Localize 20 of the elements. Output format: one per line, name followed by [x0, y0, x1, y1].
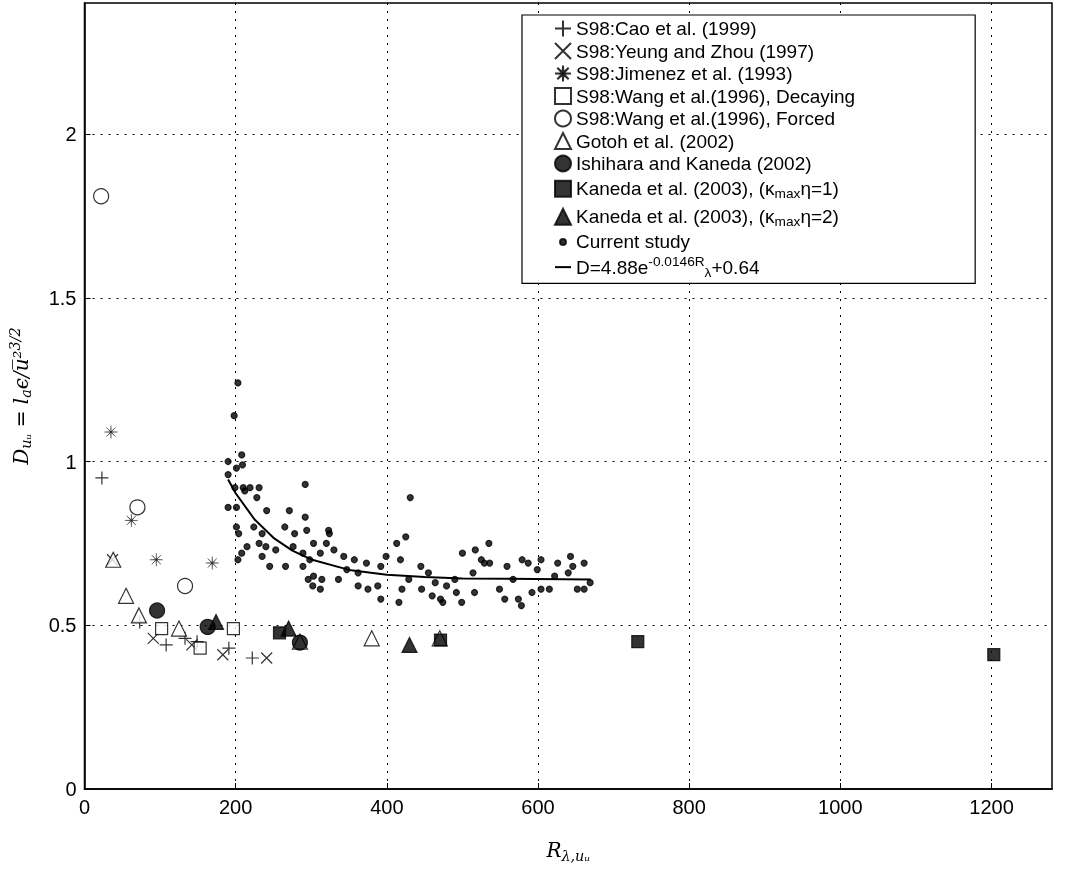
- y-tick-label: 1.5: [48, 286, 77, 309]
- legend-label: Gotoh et al. (2002): [576, 130, 735, 152]
- x-tick-label: 600: [521, 796, 555, 818]
- x-tick-label: 1200: [969, 796, 1014, 818]
- y-tick-label: 0.5: [48, 614, 77, 637]
- y-tick-label: 1: [65, 450, 77, 473]
- legend-label: S98:Jimenez et al. (1993): [576, 63, 793, 84]
- legend-label: S98:Cao et al. (1999): [576, 18, 757, 39]
- legend-label: Ishihara and Kaneda (2002): [576, 153, 812, 174]
- legend-label: S98:Yeung and Zhou (1997): [576, 40, 815, 62]
- legend-label: S98:Wang et al.(1996), Forced: [576, 108, 836, 129]
- x-tick-label: 400: [370, 796, 404, 818]
- y-tick-label: 0: [65, 778, 77, 800]
- y-axis-title: Duᵤ = laϵ/u̅²3/2: [7, 327, 34, 466]
- y-tick-label: 2: [65, 123, 77, 145]
- legend-label: Current study: [576, 231, 691, 253]
- legend-label: S98:Wang et al.(1996), Decaying: [576, 85, 856, 107]
- x-tick-label: 800: [672, 796, 706, 818]
- x-tick-label: 1000: [818, 796, 863, 818]
- x-tick-label: 200: [218, 796, 253, 818]
